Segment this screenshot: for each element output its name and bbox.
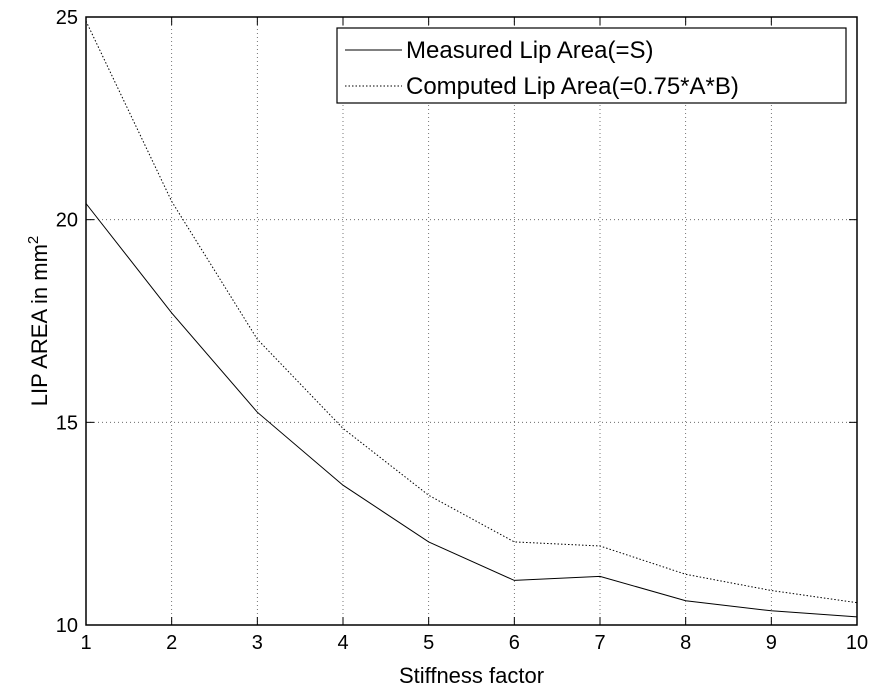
y-axis-label: LIP AREA in mm2 [25, 236, 52, 407]
y-tick-label: 20 [56, 210, 78, 232]
axis-ticks [85, 16, 858, 626]
x-tick-label: 5 [423, 632, 434, 654]
y-axis-label-text: LIP AREA in mm [27, 244, 52, 406]
grid [86, 17, 857, 625]
series-line-computed [85, 20, 858, 604]
y-axis-label-superscript: 2 [25, 236, 42, 244]
series-line-measured [85, 203, 858, 618]
x-tick-label: 4 [337, 632, 348, 654]
y-tick-label: 10 [56, 615, 78, 637]
x-tick-label: 9 [766, 632, 777, 654]
x-tick-label: 2 [166, 632, 177, 654]
legend-label-computed: Computed Lip Area(=0.75*A*B) [406, 73, 739, 100]
legend: Measured Lip Area(=S) Computed Lip Area(… [336, 27, 847, 104]
x-tick-label: 3 [252, 632, 263, 654]
x-tick-label: 1 [80, 632, 91, 654]
x-tick-label: 8 [680, 632, 691, 654]
series-lines [85, 20, 858, 618]
y-tick-label: 25 [56, 7, 78, 29]
plot-area-frame [85, 16, 858, 626]
x-tick-label: 7 [594, 632, 605, 654]
x-tick-label: 6 [509, 632, 520, 654]
y-tick-label: 15 [56, 412, 78, 434]
x-tick-label: 10 [846, 632, 868, 654]
legend-box [336, 27, 847, 104]
tick-labels: 1 2 3 4 5 6 7 8 9 10 10 15 20 25 [56, 7, 868, 654]
x-axis-label: Stiffness factor [399, 663, 544, 688]
legend-label-measured: Measured Lip Area(=S) [406, 37, 653, 64]
